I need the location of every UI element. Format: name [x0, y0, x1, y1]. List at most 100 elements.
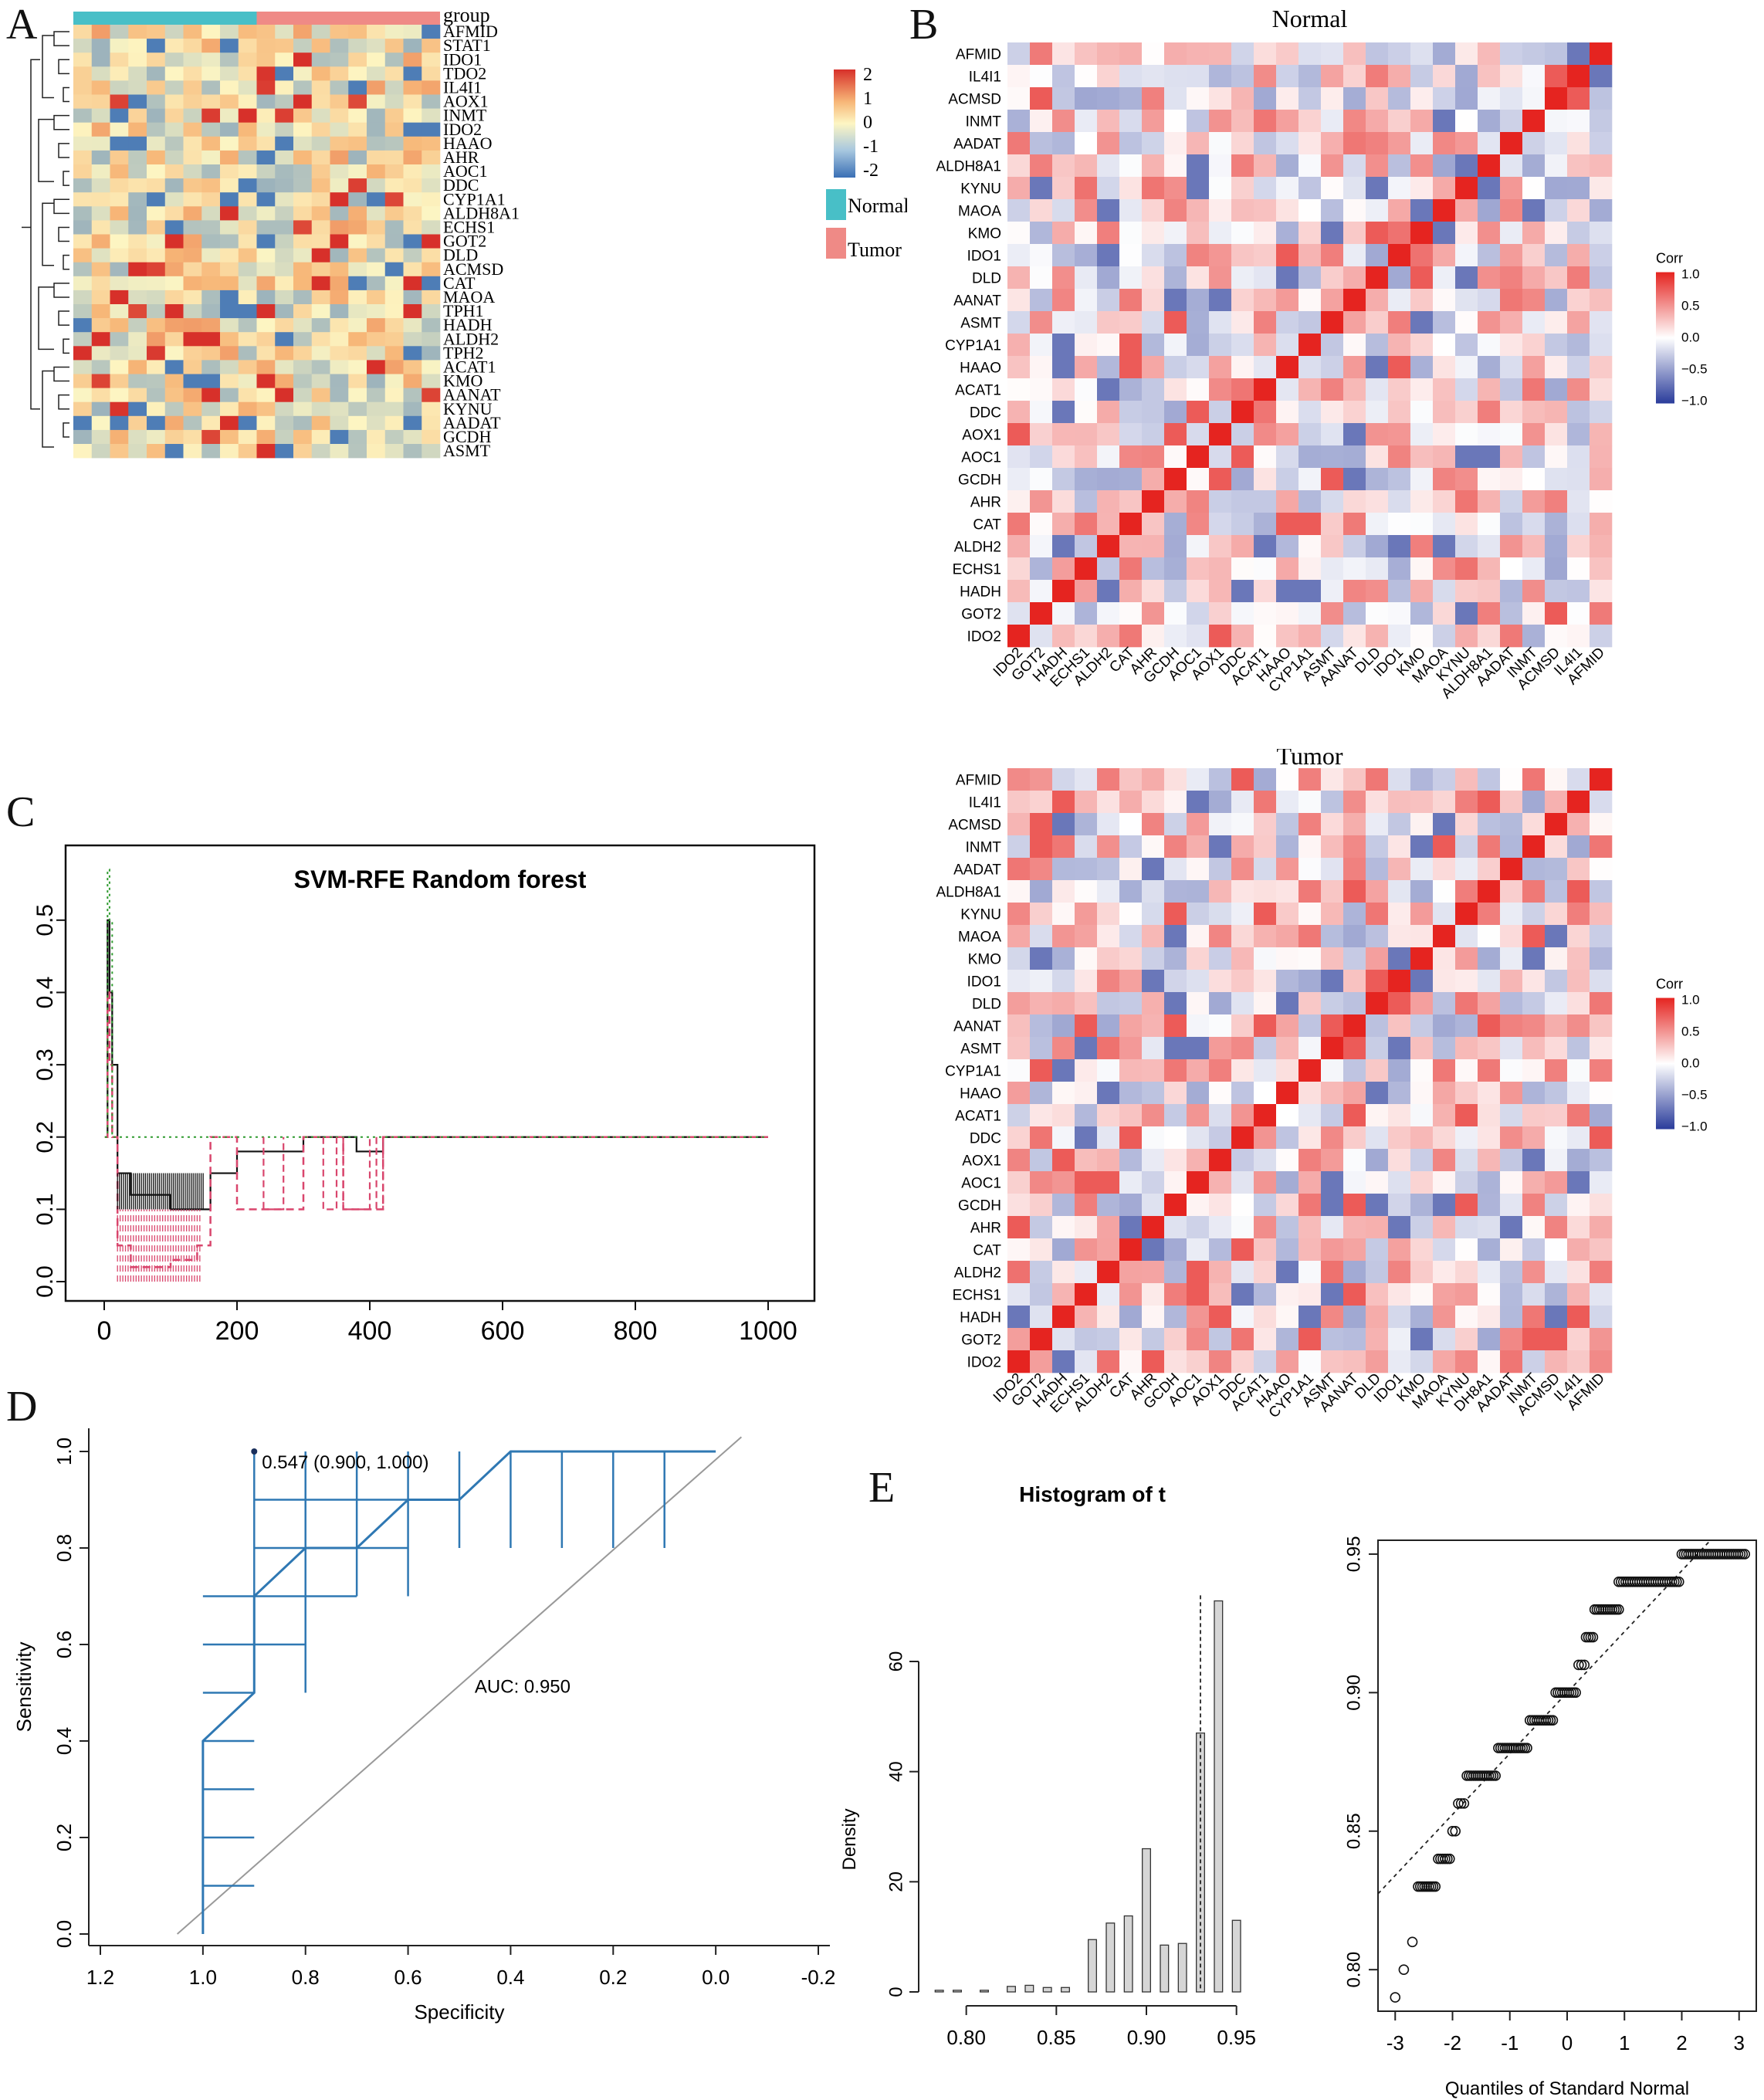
corr-cell	[1343, 132, 1366, 155]
y-tick-label: 0.2	[32, 1121, 58, 1153]
corr-cell	[1545, 356, 1568, 379]
corr-cell	[1567, 535, 1590, 558]
corr-cell	[1567, 625, 1590, 648]
heatmap-cell	[220, 220, 239, 235]
corr-cell	[1097, 625, 1120, 648]
corr-cell	[1164, 1283, 1187, 1306]
corr-cell	[1590, 199, 1613, 222]
heatmap-cell	[275, 52, 294, 67]
corr-cell	[1433, 1216, 1456, 1239]
corr-cell	[1276, 110, 1299, 133]
corr-cell	[1478, 244, 1501, 267]
corr-cell	[1567, 311, 1590, 334]
corr-cell	[1075, 266, 1098, 290]
heatmap-cell	[110, 39, 129, 53]
heatmap-cell	[330, 164, 349, 179]
heatmap-cell	[367, 388, 386, 402]
histogram-bar	[1177, 1942, 1187, 1993]
row-label: INMT	[966, 114, 1002, 130]
corr-cell	[1097, 244, 1120, 267]
corr-cell	[1142, 289, 1165, 312]
corr-cell	[1007, 1306, 1031, 1329]
corr-cell	[1187, 813, 1210, 836]
corr-cell	[1142, 334, 1165, 357]
corr-cell	[1433, 110, 1456, 133]
corr-cell	[1164, 1328, 1187, 1351]
corr-cell	[1366, 1306, 1389, 1329]
corr-cell	[1522, 177, 1546, 200]
heatmap-cell	[164, 360, 184, 374]
heatmap-cell	[110, 388, 129, 402]
corr-cell	[1478, 423, 1501, 446]
corr-cell	[1276, 65, 1299, 88]
heatmap-cell	[147, 248, 166, 262]
heatmap-cell	[256, 136, 276, 151]
corr-cell	[1321, 557, 1344, 581]
gene-label: KYNU	[443, 399, 493, 418]
corr-cell	[1030, 1037, 1053, 1060]
corr-cell	[1075, 947, 1098, 970]
corr-cell	[1590, 925, 1613, 948]
corr-cell	[1455, 947, 1478, 970]
heatmap-cell	[201, 136, 221, 151]
corr-cell	[1433, 970, 1456, 993]
heatmap-cell	[422, 415, 441, 431]
heatmap-cell	[330, 304, 349, 319]
corr-cell	[1321, 903, 1344, 926]
heatmap-cell	[256, 276, 276, 291]
corr-cell	[1478, 334, 1501, 357]
heatmap-cell	[367, 25, 386, 39]
x-tick-label: 0.4	[496, 1966, 524, 1989]
corr-cell	[1142, 468, 1165, 491]
heatmap-cell	[384, 164, 404, 179]
corr-legend-tick: 0.5	[1681, 1025, 1700, 1039]
corr-cell	[1522, 222, 1546, 245]
corr-cell	[1455, 602, 1478, 625]
row-label: CAT	[973, 1243, 1001, 1259]
qq-point	[1573, 1659, 1584, 1671]
heatmap-cell	[201, 276, 221, 291]
corr-cell	[1007, 132, 1031, 155]
heatmap-cell	[348, 25, 367, 39]
heatmap-cell	[293, 25, 313, 39]
corr-cell	[1075, 244, 1098, 267]
corr-cell	[1052, 222, 1075, 245]
corr-cell	[1052, 625, 1075, 648]
corr-cell	[1276, 791, 1299, 814]
gene-label: AFMID	[443, 22, 498, 41]
corr-cell	[1522, 791, 1546, 814]
corr-cell	[1366, 880, 1389, 903]
corr-cell	[1388, 513, 1411, 536]
row-label: HADH	[960, 1310, 1001, 1326]
corr-cell	[1142, 378, 1165, 401]
heatmap-cell	[147, 164, 166, 179]
heatmap-cell	[293, 108, 313, 123]
corr-cell	[1052, 1059, 1075, 1082]
heatmap-cell	[367, 304, 386, 319]
corr-cell	[1433, 1171, 1456, 1194]
corr-cell	[1478, 132, 1501, 155]
heatmap-cell	[293, 66, 313, 81]
corr-cell	[1142, 1171, 1165, 1194]
corr-cell	[1590, 87, 1613, 110]
corr-cell	[1052, 177, 1075, 200]
corr-cell	[1164, 1149, 1187, 1172]
dendrogram-branch	[63, 338, 69, 354]
heatmap-cell	[422, 388, 441, 402]
corr-cell	[1276, 1328, 1299, 1351]
corr-cell	[1388, 334, 1411, 357]
corr-cell	[1097, 1104, 1120, 1127]
corr-cell	[1007, 311, 1031, 334]
heatmap-cell	[348, 415, 367, 431]
heatmap-cell	[403, 122, 422, 137]
corr-cell	[1321, 970, 1344, 993]
corr-cell	[1410, 1082, 1434, 1105]
row-label: ASMT	[960, 1042, 1001, 1058]
corr-cell	[1545, 535, 1568, 558]
heatmap-cell	[384, 234, 404, 249]
row-label: GOT2	[961, 607, 1001, 623]
corr-cell	[1567, 858, 1590, 881]
corr-cell	[1545, 154, 1568, 178]
corr-cell	[1366, 199, 1389, 222]
corr-cell	[1254, 401, 1277, 424]
